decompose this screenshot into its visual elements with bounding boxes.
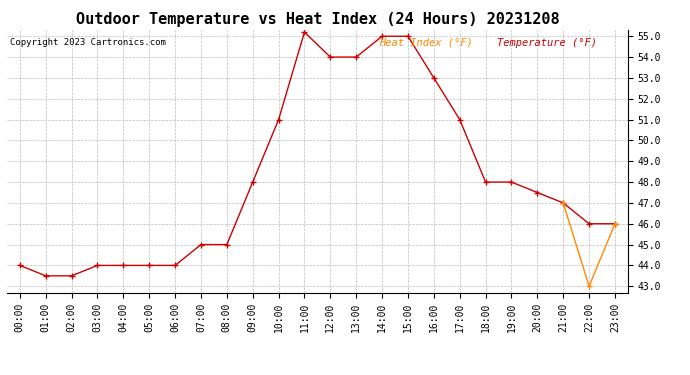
Text: Temperature (°F): Temperature (°F) [497,38,598,48]
Text: Heat Index (°F): Heat Index (°F) [380,38,473,48]
Text: Copyright 2023 Cartronics.com: Copyright 2023 Cartronics.com [10,38,166,47]
Title: Outdoor Temperature vs Heat Index (24 Hours) 20231208: Outdoor Temperature vs Heat Index (24 Ho… [76,12,559,27]
